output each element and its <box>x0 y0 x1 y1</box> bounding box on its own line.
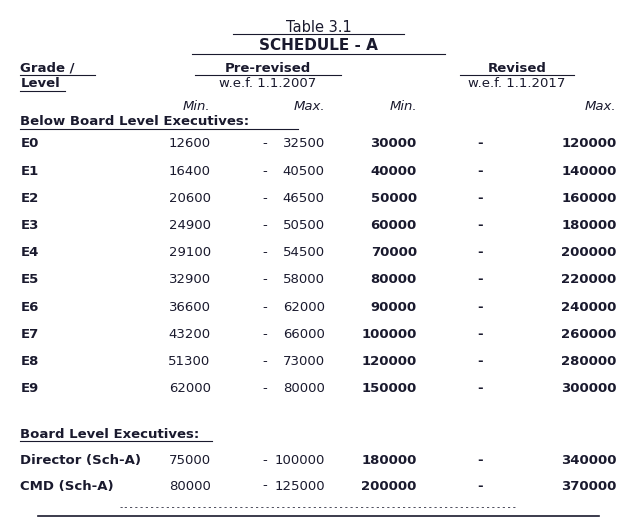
Text: -: - <box>477 453 483 467</box>
Text: Min.: Min. <box>183 100 211 113</box>
Text: Table 3.1: Table 3.1 <box>285 19 352 35</box>
Text: 43200: 43200 <box>169 328 211 341</box>
Text: -: - <box>262 328 267 341</box>
Text: 60000: 60000 <box>371 219 417 232</box>
Text: Min.: Min. <box>389 100 417 113</box>
Text: E7: E7 <box>20 328 39 341</box>
Text: E5: E5 <box>20 274 39 287</box>
Text: 80000: 80000 <box>283 382 325 396</box>
Text: 30000: 30000 <box>371 137 417 150</box>
Text: 180000: 180000 <box>361 453 417 467</box>
Text: 220000: 220000 <box>561 274 617 287</box>
Text: 40500: 40500 <box>283 165 325 178</box>
Text: Director (Sch-A): Director (Sch-A) <box>20 453 141 467</box>
Text: 80000: 80000 <box>371 274 417 287</box>
Text: E2: E2 <box>20 192 39 205</box>
Text: -: - <box>477 192 483 205</box>
Text: -: - <box>477 246 483 259</box>
Text: Below Board Level Executives:: Below Board Level Executives: <box>20 115 250 128</box>
Text: 120000: 120000 <box>561 137 617 150</box>
Text: 240000: 240000 <box>561 301 617 313</box>
Text: 150000: 150000 <box>362 382 417 396</box>
Text: 200000: 200000 <box>561 246 617 259</box>
Text: 51300: 51300 <box>168 355 211 368</box>
Text: w.e.f. 1.1.2017: w.e.f. 1.1.2017 <box>468 77 566 90</box>
Text: 54500: 54500 <box>283 246 325 259</box>
Text: Board Level Executives:: Board Level Executives: <box>20 428 199 441</box>
Text: -: - <box>262 301 267 313</box>
Text: E6: E6 <box>20 301 39 313</box>
Text: 62000: 62000 <box>283 301 325 313</box>
Text: 140000: 140000 <box>561 165 617 178</box>
Text: E9: E9 <box>20 382 39 396</box>
Text: 32500: 32500 <box>283 137 325 150</box>
Text: E4: E4 <box>20 246 39 259</box>
Text: -: - <box>477 355 483 368</box>
Text: -: - <box>262 219 267 232</box>
Text: 160000: 160000 <box>561 192 617 205</box>
Text: 370000: 370000 <box>561 480 617 492</box>
Text: -: - <box>477 274 483 287</box>
Text: CMD (Sch-A): CMD (Sch-A) <box>20 480 114 492</box>
Text: 50000: 50000 <box>371 192 417 205</box>
Text: 20600: 20600 <box>169 192 211 205</box>
Text: 29100: 29100 <box>169 246 211 259</box>
Text: 260000: 260000 <box>561 328 617 341</box>
Text: 180000: 180000 <box>561 219 617 232</box>
Text: -: - <box>262 480 267 492</box>
Text: 24900: 24900 <box>169 219 211 232</box>
Text: 300000: 300000 <box>561 382 617 396</box>
Text: w.e.f. 1.1.2007: w.e.f. 1.1.2007 <box>219 77 317 90</box>
Text: 75000: 75000 <box>169 453 211 467</box>
Text: 73000: 73000 <box>283 355 325 368</box>
Text: 100000: 100000 <box>361 328 417 341</box>
Text: 120000: 120000 <box>362 355 417 368</box>
Text: -: - <box>477 382 483 396</box>
Text: 340000: 340000 <box>561 453 617 467</box>
Text: -: - <box>262 453 267 467</box>
Text: -: - <box>262 192 267 205</box>
Text: 280000: 280000 <box>561 355 617 368</box>
Text: -: - <box>477 328 483 341</box>
Text: E3: E3 <box>20 219 39 232</box>
Text: -: - <box>262 137 267 150</box>
Text: 58000: 58000 <box>283 274 325 287</box>
Text: 32900: 32900 <box>169 274 211 287</box>
Text: Max.: Max. <box>293 100 325 113</box>
Text: E1: E1 <box>20 165 39 178</box>
Text: 80000: 80000 <box>169 480 211 492</box>
Text: 125000: 125000 <box>274 480 325 492</box>
Text: 36600: 36600 <box>169 301 211 313</box>
Text: -: - <box>477 301 483 313</box>
Text: -: - <box>477 480 483 492</box>
Text: Pre-revised: Pre-revised <box>225 62 311 75</box>
Text: 50500: 50500 <box>283 219 325 232</box>
Text: 16400: 16400 <box>169 165 211 178</box>
Text: -: - <box>477 137 483 150</box>
Text: -: - <box>262 382 267 396</box>
Text: E8: E8 <box>20 355 39 368</box>
Text: 12600: 12600 <box>169 137 211 150</box>
Text: Revised: Revised <box>487 62 546 75</box>
Text: 200000: 200000 <box>361 480 417 492</box>
Text: 90000: 90000 <box>371 301 417 313</box>
Text: 40000: 40000 <box>371 165 417 178</box>
Text: -: - <box>262 355 267 368</box>
Text: -: - <box>262 274 267 287</box>
Text: E0: E0 <box>20 137 39 150</box>
Text: Grade /: Grade / <box>20 62 75 75</box>
Text: -: - <box>477 219 483 232</box>
Text: 66000: 66000 <box>283 328 325 341</box>
Text: -: - <box>477 165 483 178</box>
Text: Max.: Max. <box>585 100 617 113</box>
Text: 70000: 70000 <box>371 246 417 259</box>
Text: 100000: 100000 <box>275 453 325 467</box>
Text: -: - <box>262 165 267 178</box>
Text: Level: Level <box>20 77 60 90</box>
Text: SCHEDULE - A: SCHEDULE - A <box>259 38 378 53</box>
Text: -: - <box>262 246 267 259</box>
Text: 46500: 46500 <box>283 192 325 205</box>
Text: ----------------------------------------------------------------------------: ----------------------------------------… <box>119 503 518 512</box>
Text: 62000: 62000 <box>169 382 211 396</box>
